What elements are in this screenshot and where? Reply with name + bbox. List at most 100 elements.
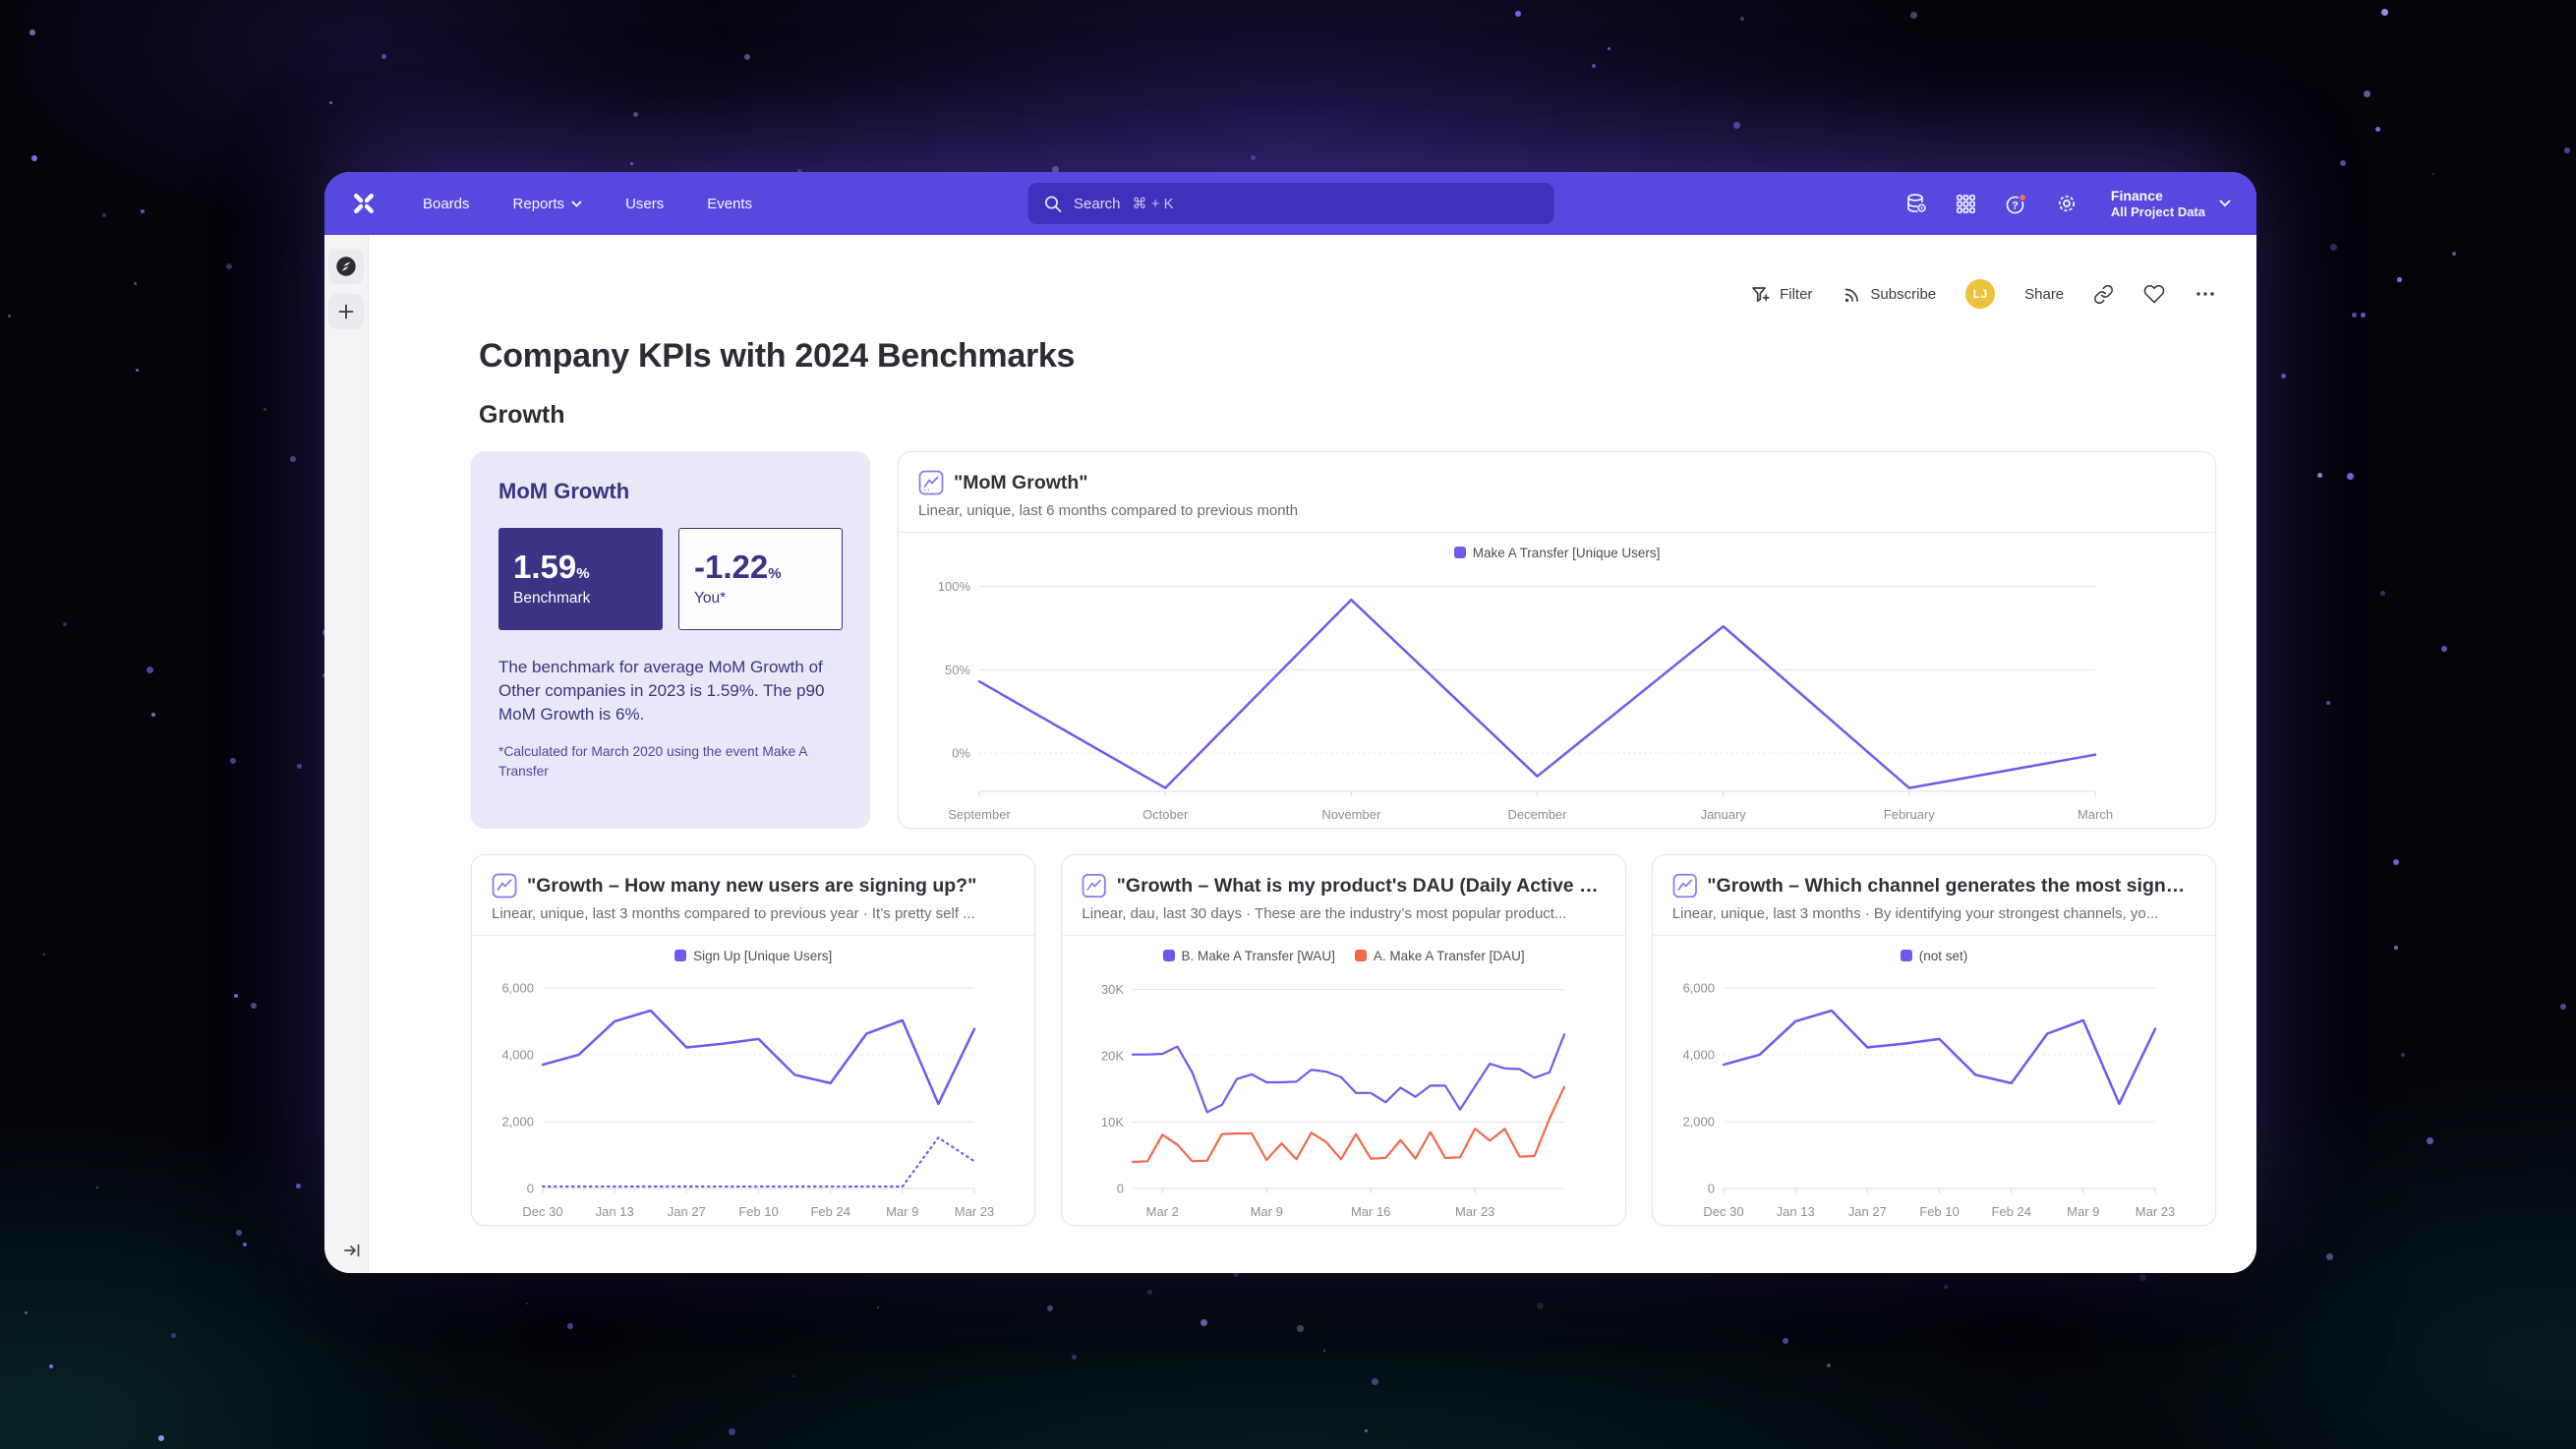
svg-text:Feb 10: Feb 10 bbox=[738, 1204, 778, 1219]
link-icon bbox=[2094, 284, 2114, 304]
line-chart: 100% 50% 0% September October November Decembe… bbox=[938, 579, 2113, 822]
svg-text:December: December bbox=[1508, 807, 1568, 822]
benchmark-label: Benchmark bbox=[513, 590, 591, 607]
svg-text:Dec 30: Dec 30 bbox=[522, 1204, 562, 1219]
share-button[interactable]: Share bbox=[2024, 285, 2065, 303]
app-window: Boards Reports Users Events Search ⌘ + K bbox=[324, 172, 2256, 1273]
line-chart: 6,000 4,000 2,000 0 Dec 30 Jan 13 Jan 27 Feb 10… bbox=[1682, 980, 2175, 1219]
legend-item[interactable]: Sign Up [Unique Users] bbox=[674, 949, 832, 963]
arrow-to-bar-icon bbox=[344, 1244, 360, 1257]
svg-text:January: January bbox=[1701, 807, 1747, 822]
svg-text:20K: 20K bbox=[1101, 1049, 1124, 1064]
user-avatar[interactable]: LJ bbox=[1965, 279, 1996, 309]
chart-card-product-dau: "Growth – What is my product's DAU (Dail… bbox=[1061, 854, 1626, 1226]
svg-text:10K: 10K bbox=[1101, 1115, 1124, 1130]
svg-text:Dec 30: Dec 30 bbox=[1703, 1204, 1743, 1219]
data-management-icon[interactable] bbox=[1904, 192, 1928, 215]
you-value-box: -1.22% You* bbox=[677, 528, 843, 630]
line-chart-icon bbox=[918, 470, 944, 495]
chart-title-link[interactable]: "MoM Growth" bbox=[918, 470, 2195, 495]
nav-item-events[interactable]: Events bbox=[707, 195, 753, 212]
more-options-button[interactable] bbox=[2195, 283, 2216, 305]
svg-text:March: March bbox=[2078, 807, 2113, 822]
chart-title-link[interactable]: "Growth – Which channel generates the mo… bbox=[1672, 873, 2195, 898]
svg-text:September: September bbox=[948, 807, 1011, 822]
project-name: Finance bbox=[2110, 187, 2163, 203]
svg-text:?: ? bbox=[2012, 200, 2019, 211]
main-menu: Boards Reports Users Events bbox=[423, 196, 752, 212]
benchmark-footnote: *Calculated for March 2020 using the eve… bbox=[498, 744, 807, 779]
project-selector[interactable]: Finance All Project Data bbox=[2110, 187, 2231, 220]
help-icon[interactable]: ? bbox=[2004, 192, 2028, 216]
legend-item[interactable]: Make A Transfer [Unique Users] bbox=[1453, 546, 1660, 560]
rss-icon bbox=[1845, 288, 1859, 303]
you-value: -1.22 bbox=[693, 549, 769, 585]
chevron-down-icon bbox=[2219, 200, 2231, 207]
line-chart-icon bbox=[1672, 873, 1697, 898]
svg-text:October: October bbox=[1142, 807, 1189, 822]
svg-text:4,000: 4,000 bbox=[1682, 1047, 1715, 1062]
chevron-down-icon bbox=[571, 201, 582, 207]
svg-text:Mar 23: Mar 23 bbox=[955, 1204, 994, 1219]
favorite-button[interactable] bbox=[2143, 283, 2165, 305]
boards-directory-button[interactable] bbox=[328, 249, 364, 284]
legend-swatch bbox=[1162, 950, 1175, 961]
board-toolbar: Filter Subscribe LJ Share bbox=[471, 278, 2216, 310]
legend-item[interactable]: (not set) bbox=[1900, 949, 1967, 963]
legend-item[interactable]: A. Make A Transfer [DAU] bbox=[1354, 949, 1525, 963]
top-nav: Boards Reports Users Events Search ⌘ + K bbox=[324, 172, 2256, 235]
chart-title-link[interactable]: "Growth – How many new users are signing… bbox=[492, 873, 1015, 898]
chart-subtitle: Linear, unique, last 6 months compared t… bbox=[918, 502, 1299, 519]
line-chart-icon bbox=[1082, 873, 1107, 898]
svg-text:Mar 16: Mar 16 bbox=[1351, 1204, 1390, 1219]
svg-text:2,000: 2,000 bbox=[1682, 1115, 1715, 1130]
project-scope: All Project Data bbox=[2110, 204, 2205, 220]
divider bbox=[1652, 935, 2216, 936]
divider bbox=[1062, 935, 1625, 936]
svg-text:4,000: 4,000 bbox=[501, 1047, 534, 1062]
add-board-button[interactable] bbox=[328, 294, 364, 329]
subscribe-button[interactable]: Subscribe bbox=[1842, 284, 1936, 304]
chart-legend: Make A Transfer [Unique Users] bbox=[918, 544, 2195, 561]
section-heading: Growth bbox=[479, 401, 565, 429]
search-input[interactable]: Search ⌘ + K bbox=[1027, 183, 1553, 224]
copy-link-button[interactable] bbox=[2093, 284, 2114, 305]
left-rail bbox=[324, 235, 369, 1273]
svg-text:Jan 13: Jan 13 bbox=[1776, 1204, 1814, 1219]
chart-card-mom-growth: "MoM Growth" Linear, unique, last 6 mont… bbox=[898, 451, 2217, 829]
cards-row-1: MoM Growth 1.59% Benchmark -1.22% You* T… bbox=[471, 451, 2217, 829]
nav-item-boards[interactable]: Boards bbox=[423, 195, 470, 212]
settings-gear-icon[interactable] bbox=[2055, 192, 2078, 215]
svg-text:November: November bbox=[1321, 807, 1381, 822]
nav-item-users[interactable]: Users bbox=[625, 195, 665, 212]
svg-text:Mar 23: Mar 23 bbox=[1455, 1204, 1494, 1219]
chart-card-new-user-signups: "Growth – How many new users are signing… bbox=[471, 854, 1036, 1226]
svg-text:100%: 100% bbox=[938, 579, 971, 594]
nav-item-reports[interactable]: Reports bbox=[513, 196, 583, 212]
svg-text:30K: 30K bbox=[1101, 982, 1124, 997]
divider bbox=[472, 935, 1035, 936]
expand-sidebar-button[interactable] bbox=[336, 1240, 368, 1261]
chart-card-signup-channels: "Growth – Which channel generates the mo… bbox=[1651, 854, 2217, 1226]
svg-text:6,000: 6,000 bbox=[501, 980, 534, 995]
benchmark-card: MoM Growth 1.59% Benchmark -1.22% You* T… bbox=[471, 451, 870, 829]
line-chart-icon bbox=[492, 873, 517, 898]
svg-text:0%: 0% bbox=[952, 746, 970, 761]
page-title: Company KPIs with 2024 Benchmarks bbox=[479, 337, 1076, 375]
legend-swatch bbox=[1354, 950, 1367, 961]
benchmark-value-box: 1.59% Benchmark bbox=[498, 528, 663, 630]
legend-swatch bbox=[674, 950, 687, 961]
legend-swatch bbox=[1900, 950, 1912, 961]
mixpanel-logo-icon[interactable] bbox=[350, 190, 378, 217]
filter-button[interactable]: Filter bbox=[1750, 284, 1812, 305]
svg-text:6,000: 6,000 bbox=[1682, 980, 1715, 995]
filter-funnel-icon bbox=[1752, 286, 1770, 302]
chart-title-link[interactable]: "Growth – What is my product's DAU (Dail… bbox=[1082, 873, 1606, 898]
apps-grid-icon[interactable] bbox=[1955, 193, 1977, 215]
chart-legend: (not set) bbox=[1672, 947, 2195, 964]
svg-text:2,000: 2,000 bbox=[501, 1115, 534, 1130]
benchmark-value: 1.59 bbox=[513, 549, 577, 585]
legend-item[interactable]: B. Make A Transfer [WAU] bbox=[1162, 949, 1335, 963]
svg-text:0: 0 bbox=[527, 1182, 534, 1196]
board-content: Filter Subscribe LJ Share bbox=[369, 235, 2256, 1273]
